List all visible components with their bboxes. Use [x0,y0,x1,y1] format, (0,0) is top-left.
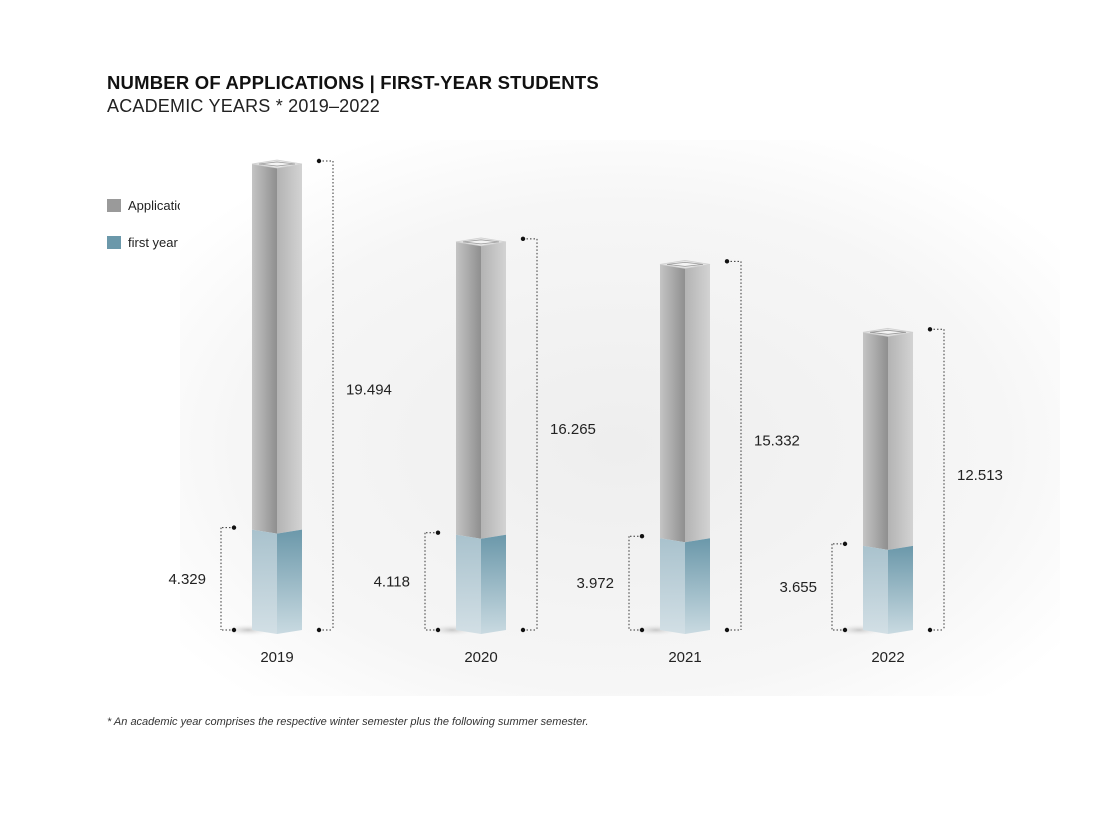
students-bar-side-2019 [277,529,302,634]
students-value-label-2019: 4.329 [168,571,206,588]
x-tick-label-2019: 2019 [260,649,293,666]
students-bar-side-2020 [481,534,506,634]
chart-title: NUMBER OF APPLICATIONS | FIRST-YEAR STUD… [107,72,599,93]
applications-bar-side-2019 [277,164,302,534]
students-bar-side-2022 [888,545,913,634]
applications-bar-side-2021 [685,264,710,543]
applications-value-label-2021: 15.332 [754,432,800,449]
students-value-label-2021: 3.972 [576,575,614,592]
x-tick-label-2020: 2020 [464,649,497,666]
chart-background [180,140,1060,696]
applications-bracket-2022 [927,327,945,633]
applications-bracket-2021 [724,259,742,633]
footnote: * An academic year comprises the respect… [107,716,589,728]
students-bar-2021 [660,538,685,634]
legend-swatch-first-year-students [107,235,121,249]
students-bracket-2022 [831,541,848,633]
applications-bar-2020 [456,241,481,539]
bar-top-cap-inner-2019 [258,161,296,167]
applications-value-label-2019: 19.494 [346,381,392,398]
applications-bar-2021 [660,264,685,543]
chart-subtitle: ACADEMIC YEARS * 2019–2022 [107,96,381,116]
bar-top-cap-inner-2020 [462,239,500,245]
students-bar-2022 [863,545,888,634]
applications-value-label-2020: 16.265 [550,421,596,438]
students-value-label-2022: 3.655 [779,579,817,596]
legend-swatch-applications [107,198,121,212]
applications-bar-2022 [863,332,888,550]
students-bracket-2020 [424,530,441,633]
applications-value-label-2022: 12.513 [957,467,1003,484]
applications-bracket-2019 [316,158,334,633]
x-tick-label-2021: 2021 [668,649,701,666]
students-value-label-2020: 4.118 [374,573,410,590]
applications-bracket-2020 [520,236,538,633]
bar-top-cap-inner-2021 [666,261,704,267]
applications-bar-side-2020 [481,241,506,539]
students-bracket-2019 [220,525,237,633]
applications-bar-side-2022 [888,332,913,550]
bars-layer: 19.494 4.329 2019 16.265 4.118 2020 15.332 3.97… [168,158,1003,666]
students-bar-2020 [456,534,481,634]
applications-bar-2019 [252,164,277,534]
students-bracket-2021 [628,534,645,633]
students-bar-2019 [252,529,277,634]
students-bar-side-2021 [685,538,710,634]
bar-top-cap-inner-2022 [869,329,907,335]
x-tick-label-2022: 2022 [871,649,904,666]
